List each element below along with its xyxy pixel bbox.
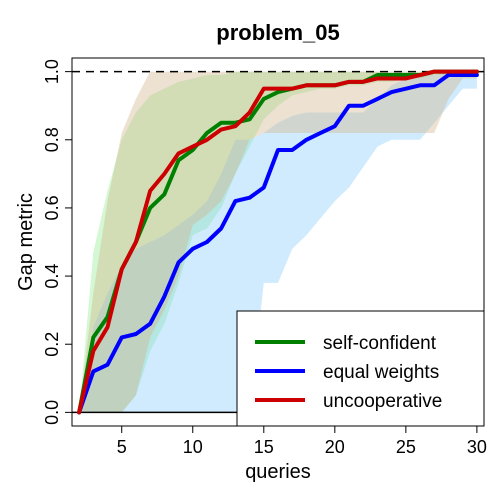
series-line-0	[77, 69, 479, 415]
x-tick-label: 20	[325, 437, 345, 457]
series-line-1	[77, 73, 479, 415]
y-tick-label: 0.0	[42, 400, 62, 425]
series-lines	[77, 69, 479, 415]
x-tick-label: 15	[254, 437, 274, 457]
x-axis-label: queries	[245, 461, 311, 483]
x-tick-label: 30	[467, 437, 487, 457]
y-tick-label: 0.4	[42, 264, 62, 289]
y-tick-label: 0.8	[42, 127, 62, 152]
x-tick-label: 10	[183, 437, 203, 457]
x-tick-label: 25	[396, 437, 416, 457]
series-line-2	[77, 69, 479, 415]
x-tick-label: 5	[117, 437, 127, 457]
chart-title: problem_05	[216, 20, 340, 45]
legend-label-2: uncooperative	[323, 391, 442, 412]
legend: self-confident equal weights uncooperative	[236, 310, 485, 427]
y-axis: 0.0 0.2 0.4 0.6 0.8 1.0	[42, 59, 72, 425]
y-tick-label: 0.6	[42, 195, 62, 220]
legend-box	[236, 310, 485, 427]
y-tick-label: 1.0	[42, 59, 62, 84]
y-tick-label: 0.2	[42, 332, 62, 357]
y-axis-label: Gap metric	[15, 193, 37, 291]
x-axis: 5 10 15 20 25 30	[117, 426, 487, 457]
band-series-1	[79, 71, 477, 413]
legend-label-1: equal weights	[323, 362, 439, 383]
legend-label-0: self-confident	[323, 333, 437, 354]
